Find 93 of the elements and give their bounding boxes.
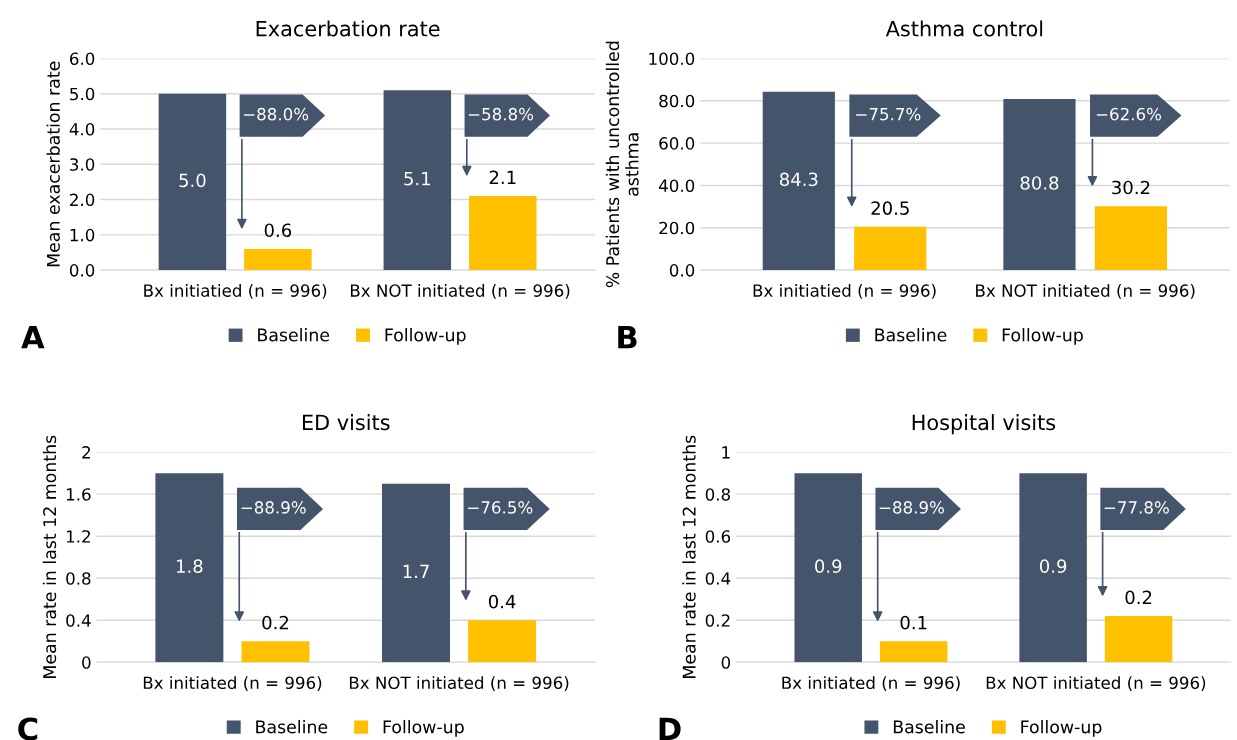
bar (879, 641, 948, 663)
data-label: 5.1 (404, 171, 431, 186)
legend-label: Baseline (258, 328, 330, 342)
x-tick-label: Bx initiatied (n = 996) (753, 283, 936, 299)
y-axis-title: Mean rate in last 12 months (682, 435, 696, 678)
y-tick-label: 0.8 (66, 572, 91, 585)
y-tick-label: 20.0 (659, 221, 695, 235)
x-tick-label: Bx initiated (n = 996) (782, 676, 960, 692)
y-axis-title: % Patients with uncontrolled asthma (605, 41, 639, 288)
annotation: −88.9% (241, 501, 306, 514)
y-tick-label: 0.2 (705, 614, 730, 627)
chart-title: Asthma control (885, 20, 1043, 37)
y-tick-label: 0.0 (69, 264, 95, 277)
chart-title: ED visits (302, 414, 390, 431)
y-tick-label: 40.0 (658, 179, 695, 193)
bar (794, 473, 862, 663)
bar (1104, 616, 1173, 663)
chart-title: Exacerbation rate (256, 20, 440, 37)
data-label: 5.0 (179, 173, 206, 188)
y-tick-label: 0.4 (705, 572, 731, 585)
legend-label: Baseline (893, 719, 965, 734)
data-label: 1.8 (177, 559, 203, 573)
y-tick-label: 1.2 (66, 530, 90, 543)
data-label: 30.2 (1112, 180, 1150, 195)
bar (468, 620, 537, 663)
text: A (21, 326, 45, 349)
y-tick-label: 1.6 (66, 488, 91, 501)
bar (854, 226, 927, 271)
data-label: 0.9 (815, 559, 842, 573)
bar (244, 248, 312, 271)
y-tick-label: 1 (722, 446, 730, 459)
y-tick-label: 5.0 (70, 87, 95, 101)
bar (383, 90, 452, 271)
data-label: 80.8 (1020, 176, 1059, 190)
text: B (618, 326, 637, 349)
x-tick-label: Bx initiated (n = 996) (143, 676, 322, 692)
legend-label: Baseline (875, 328, 947, 342)
y-tick-label: 0.6 (705, 530, 731, 543)
y-tick-label: 2.0 (70, 193, 95, 207)
data-label: 0.1 (900, 615, 927, 630)
bar (469, 196, 537, 271)
bar (241, 641, 310, 663)
annotation: −88.0% (243, 107, 309, 121)
data-label: 0.6 (264, 223, 292, 238)
annotation: −58.8% (468, 107, 534, 121)
data-label: 0.2 (1125, 590, 1152, 605)
annotation: −88.9% (879, 501, 944, 514)
y-axis-title: Mean rate in last 12 months (42, 435, 57, 678)
annotation: −62.6% (1096, 107, 1162, 121)
bar (155, 473, 224, 663)
bar (1019, 473, 1087, 663)
x-tick-label: Bx NOT initiated (n = 996) (350, 283, 570, 299)
data-label: 2.1 (489, 170, 516, 184)
legend-label: Follow-up (1002, 328, 1083, 345)
legend-label: Follow-up (385, 328, 466, 345)
y-tick-label: 100.0 (649, 52, 695, 66)
y-tick-label: 0.0 (669, 264, 695, 277)
bar (158, 93, 227, 271)
legend-label: Follow-up (383, 719, 464, 737)
bar (382, 483, 450, 663)
data-label: 20.5 (871, 201, 909, 215)
y-tick-label: 60.0 (659, 137, 695, 150)
x-tick-label: Bx initiatied (n = 996) (144, 283, 327, 299)
legend-label: Baseline (256, 719, 328, 734)
text: D (659, 717, 681, 740)
y-tick-label: 6.0 (69, 52, 95, 66)
annotation: −75.7% (856, 107, 921, 121)
data-label: 0.4 (488, 594, 516, 609)
y-tick-label: 0 (82, 656, 91, 669)
y-tick-label: 2 (82, 446, 90, 459)
y-tick-label: 0.8 (705, 488, 731, 501)
y-tick-label: 0.4 (66, 614, 91, 627)
y-axis-title: Mean exacerbation rate (46, 61, 60, 267)
x-tick-label: Bx NOT initiated (n = 996) (349, 676, 569, 692)
data-label: 84.3 (779, 172, 818, 187)
y-tick-label: 1.0 (70, 228, 95, 242)
data-label: 0.2 (262, 615, 289, 630)
x-tick-label: Bx NOT initiated (n = 996) (986, 676, 1206, 692)
text: C (18, 717, 38, 740)
bar (762, 91, 835, 271)
annotation: −77.8% (1104, 501, 1169, 514)
legend-label: Follow-up (1021, 719, 1102, 737)
data-label: 0.9 (1039, 559, 1067, 573)
bar (1003, 99, 1076, 271)
chart-title: Hospital visits (912, 414, 1056, 435)
data-label: 1.7 (403, 564, 429, 578)
annotation: −76.5% (468, 501, 533, 514)
y-tick-label: 80.0 (659, 94, 695, 108)
y-tick-label: 3.0 (70, 158, 95, 171)
y-tick-label: 4.0 (69, 122, 95, 136)
bar (1094, 206, 1168, 271)
x-tick-label: Bx NOT initiated (n = 996) (976, 283, 1195, 299)
y-tick-label: 0 (721, 656, 731, 669)
